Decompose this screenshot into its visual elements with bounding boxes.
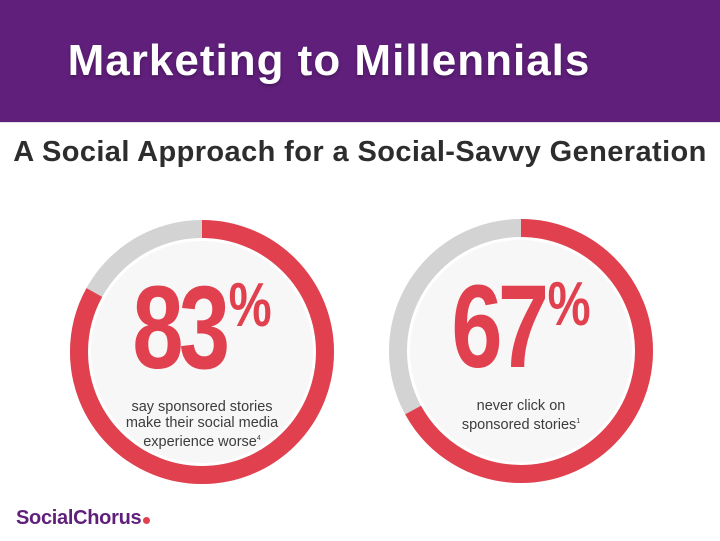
ring-progress bbox=[389, 219, 653, 483]
percent-sign: % bbox=[228, 271, 272, 340]
ring-inner-fill bbox=[410, 240, 632, 462]
progress-ring-left bbox=[70, 220, 334, 484]
stat-right: 67% never click on sponsored stories1 bbox=[386, 216, 656, 486]
caption-line: never click on bbox=[476, 398, 566, 414]
caption-line: sponsored stories1 bbox=[426, 414, 616, 433]
caption-line: make their social media bbox=[125, 415, 279, 431]
stat-number-right: 67% bbox=[416, 268, 627, 386]
ring-inner-fill bbox=[91, 241, 313, 463]
socialchorus-logo: SocialChorus bbox=[16, 507, 151, 530]
logo-text: SocialChorus bbox=[16, 507, 142, 529]
stat-value: 83 bbox=[132, 262, 230, 394]
stat-caption-left: say sponsored stories make their social … bbox=[107, 399, 297, 450]
caption-line: experience worse4 bbox=[107, 431, 297, 450]
progress-ring-right bbox=[389, 219, 653, 483]
caption-text: sponsored stories bbox=[461, 416, 577, 433]
stat-caption-right: never click on sponsored stories1 bbox=[426, 398, 616, 433]
percent-sign: % bbox=[547, 270, 591, 339]
stat-left: 83% say sponsored stories make their soc… bbox=[67, 217, 337, 487]
footnote-marker: 1 bbox=[576, 418, 581, 425]
caption-line: say sponsored stories bbox=[131, 399, 273, 415]
footnote-marker: 4 bbox=[256, 435, 261, 442]
ring-progress bbox=[70, 220, 334, 484]
stat-value: 67 bbox=[451, 261, 549, 393]
stat-number-left: 83% bbox=[97, 269, 308, 387]
caption-text: experience worse bbox=[143, 433, 257, 450]
slide-subtitle: A Social Approach for a Social-Savvy Gen… bbox=[13, 136, 707, 168]
logo-dot-icon bbox=[143, 517, 151, 524]
title-bar: Marketing to Millennials bbox=[0, 0, 720, 123]
slide-title: Marketing to Millennials bbox=[67, 36, 591, 85]
